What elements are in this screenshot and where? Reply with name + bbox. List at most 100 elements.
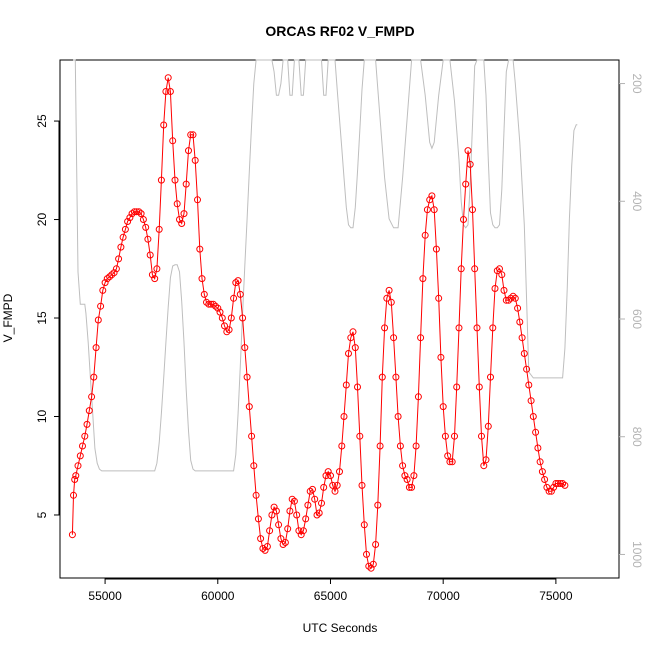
series-red-point [133, 208, 141, 216]
series-red-group [68, 74, 569, 572]
series-red-point [68, 531, 76, 539]
series-red-point [277, 535, 285, 543]
series-red-point [153, 265, 161, 273]
series-red-point [446, 458, 454, 466]
series-red-point [509, 292, 517, 300]
series-red-point [496, 265, 503, 273]
y2-axis: 200 400 600 800 1000 [619, 74, 644, 568]
series-red-point [498, 271, 506, 279]
series-red-point [491, 285, 499, 292]
series-red-point [101, 279, 109, 287]
series-red-point [525, 381, 533, 389]
series-red-point [137, 210, 145, 218]
series-red-point [194, 196, 201, 204]
series-red-point [369, 560, 377, 568]
series-red-point [561, 481, 569, 489]
series-red-point [142, 223, 150, 231]
series-red-point [176, 216, 183, 223]
series-red-point [462, 180, 470, 188]
series-red-point [160, 121, 168, 129]
series-red-point [419, 275, 427, 283]
series-red-point [444, 452, 452, 460]
series-red-line [71, 77, 566, 569]
series-red-point [250, 462, 258, 470]
y2-tick-label: 200 [630, 74, 644, 94]
series-red-point [272, 507, 280, 515]
series-red-point [166, 88, 174, 95]
series-red-point [358, 481, 366, 489]
series-red-point [221, 322, 228, 330]
series-red-point [85, 407, 93, 415]
x-tick-label: 75000 [539, 589, 573, 603]
series-red-point [381, 324, 389, 332]
series-red-point [268, 511, 276, 519]
series-red-point [284, 525, 292, 533]
series-red-point [263, 543, 271, 550]
series-red-point [245, 403, 253, 411]
series-red-point [146, 251, 154, 259]
series-gray-line [73, 59, 578, 472]
series-red-point [340, 413, 348, 420]
series-red-point [383, 294, 391, 302]
series-red-point [547, 487, 555, 495]
series-red-point [315, 509, 323, 517]
x-axis-label: UTC Seconds [303, 621, 378, 635]
series-red-point [329, 481, 337, 489]
series-red-point [281, 539, 289, 546]
series-red-point [106, 273, 114, 281]
series-red-point [502, 296, 510, 304]
series-red-point [541, 476, 549, 483]
series-red-point [275, 521, 283, 529]
series-red-point [376, 442, 384, 450]
series-red-point [556, 480, 564, 487]
series-red-point [108, 271, 116, 279]
series-red-point [266, 527, 274, 535]
series-red-point [290, 497, 298, 505]
x-tick-label: 55000 [88, 589, 122, 603]
series-red-point [234, 277, 242, 285]
series-red-point [518, 334, 526, 342]
series-red-point [401, 472, 409, 480]
series-red-point [500, 286, 508, 294]
series-gray-group [73, 59, 578, 472]
series-red-point [511, 294, 519, 302]
series-red-point [432, 245, 440, 253]
series-red-point [135, 208, 143, 216]
series-red-point [378, 373, 386, 381]
y-tick-label: 25 [35, 114, 49, 128]
series-red-point [318, 499, 325, 507]
series-red-point [439, 403, 447, 411]
series-red-point [412, 442, 420, 450]
series-red-point [151, 275, 159, 283]
series-red-point [516, 318, 524, 326]
series-red-point [360, 521, 368, 529]
series-red-point [405, 483, 413, 491]
series-red-point [119, 233, 127, 241]
series-red-point [484, 422, 492, 430]
series-red-point [92, 344, 100, 352]
series-red-point [112, 265, 120, 273]
series-red-point [392, 373, 400, 381]
x-axis: 55000 60000 65000 70000 75000 [88, 578, 573, 603]
series-red-point [394, 413, 402, 420]
series-red-point [505, 296, 513, 304]
series-red-point [545, 487, 553, 495]
series-red-point [554, 480, 562, 487]
series-red-point [543, 483, 551, 491]
series-red-point [209, 300, 217, 308]
series-red-point [363, 550, 370, 558]
series-red-point [399, 462, 407, 470]
series-red-point [372, 541, 380, 548]
series-red-point [148, 271, 156, 279]
series-red-point [448, 458, 456, 466]
series-red-point [124, 218, 132, 225]
series-red-point [223, 328, 231, 336]
series-red-point [345, 350, 352, 357]
series-red-point [216, 308, 224, 316]
series-red-point [457, 265, 465, 273]
series-red-point [342, 381, 350, 389]
series-red-point [421, 231, 429, 239]
series-red-point [426, 196, 434, 204]
series-red-point [139, 216, 147, 223]
